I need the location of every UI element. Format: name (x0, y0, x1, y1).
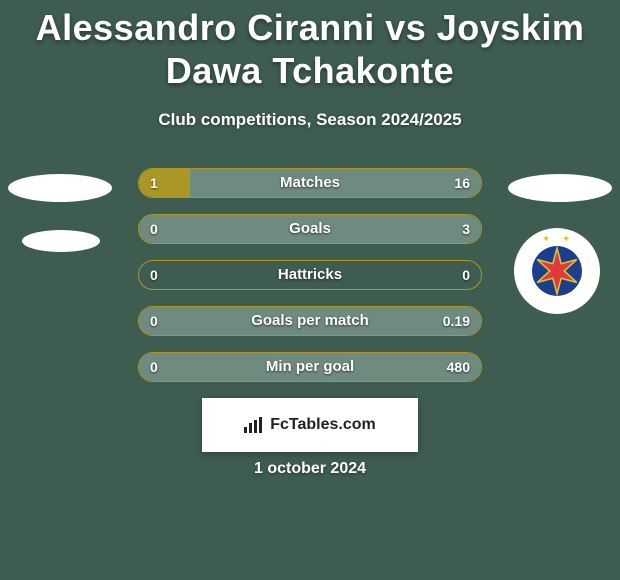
stat-row: 00.19Goals per match (0, 306, 620, 336)
bar-chart-icon (244, 417, 264, 433)
page-title: Alessandro Ciranni vs Joyskim Dawa Tchak… (0, 6, 620, 92)
stat-label: Goals per match (138, 306, 482, 336)
stat-label: Matches (138, 168, 482, 198)
stat-row: 116Matches (0, 168, 620, 198)
stat-row: 0480Min per goal (0, 352, 620, 382)
stat-label: Min per goal (138, 352, 482, 382)
stat-row: 00Hattricks (0, 260, 620, 290)
stat-label: Hattricks (138, 260, 482, 290)
date-text: 1 october 2024 (0, 460, 620, 478)
stat-row: 03Goals (0, 214, 620, 244)
footer-brand-text: FcTables.com (270, 416, 376, 434)
footer-brand-card: FcTables.com (202, 398, 418, 452)
stats-comparison: 116Matches 03Goals 00Hattricks 00.19Goals p… (0, 168, 620, 398)
subtitle: Club competitions, Season 2024/2025 (0, 110, 620, 130)
stat-label: Goals (138, 214, 482, 244)
